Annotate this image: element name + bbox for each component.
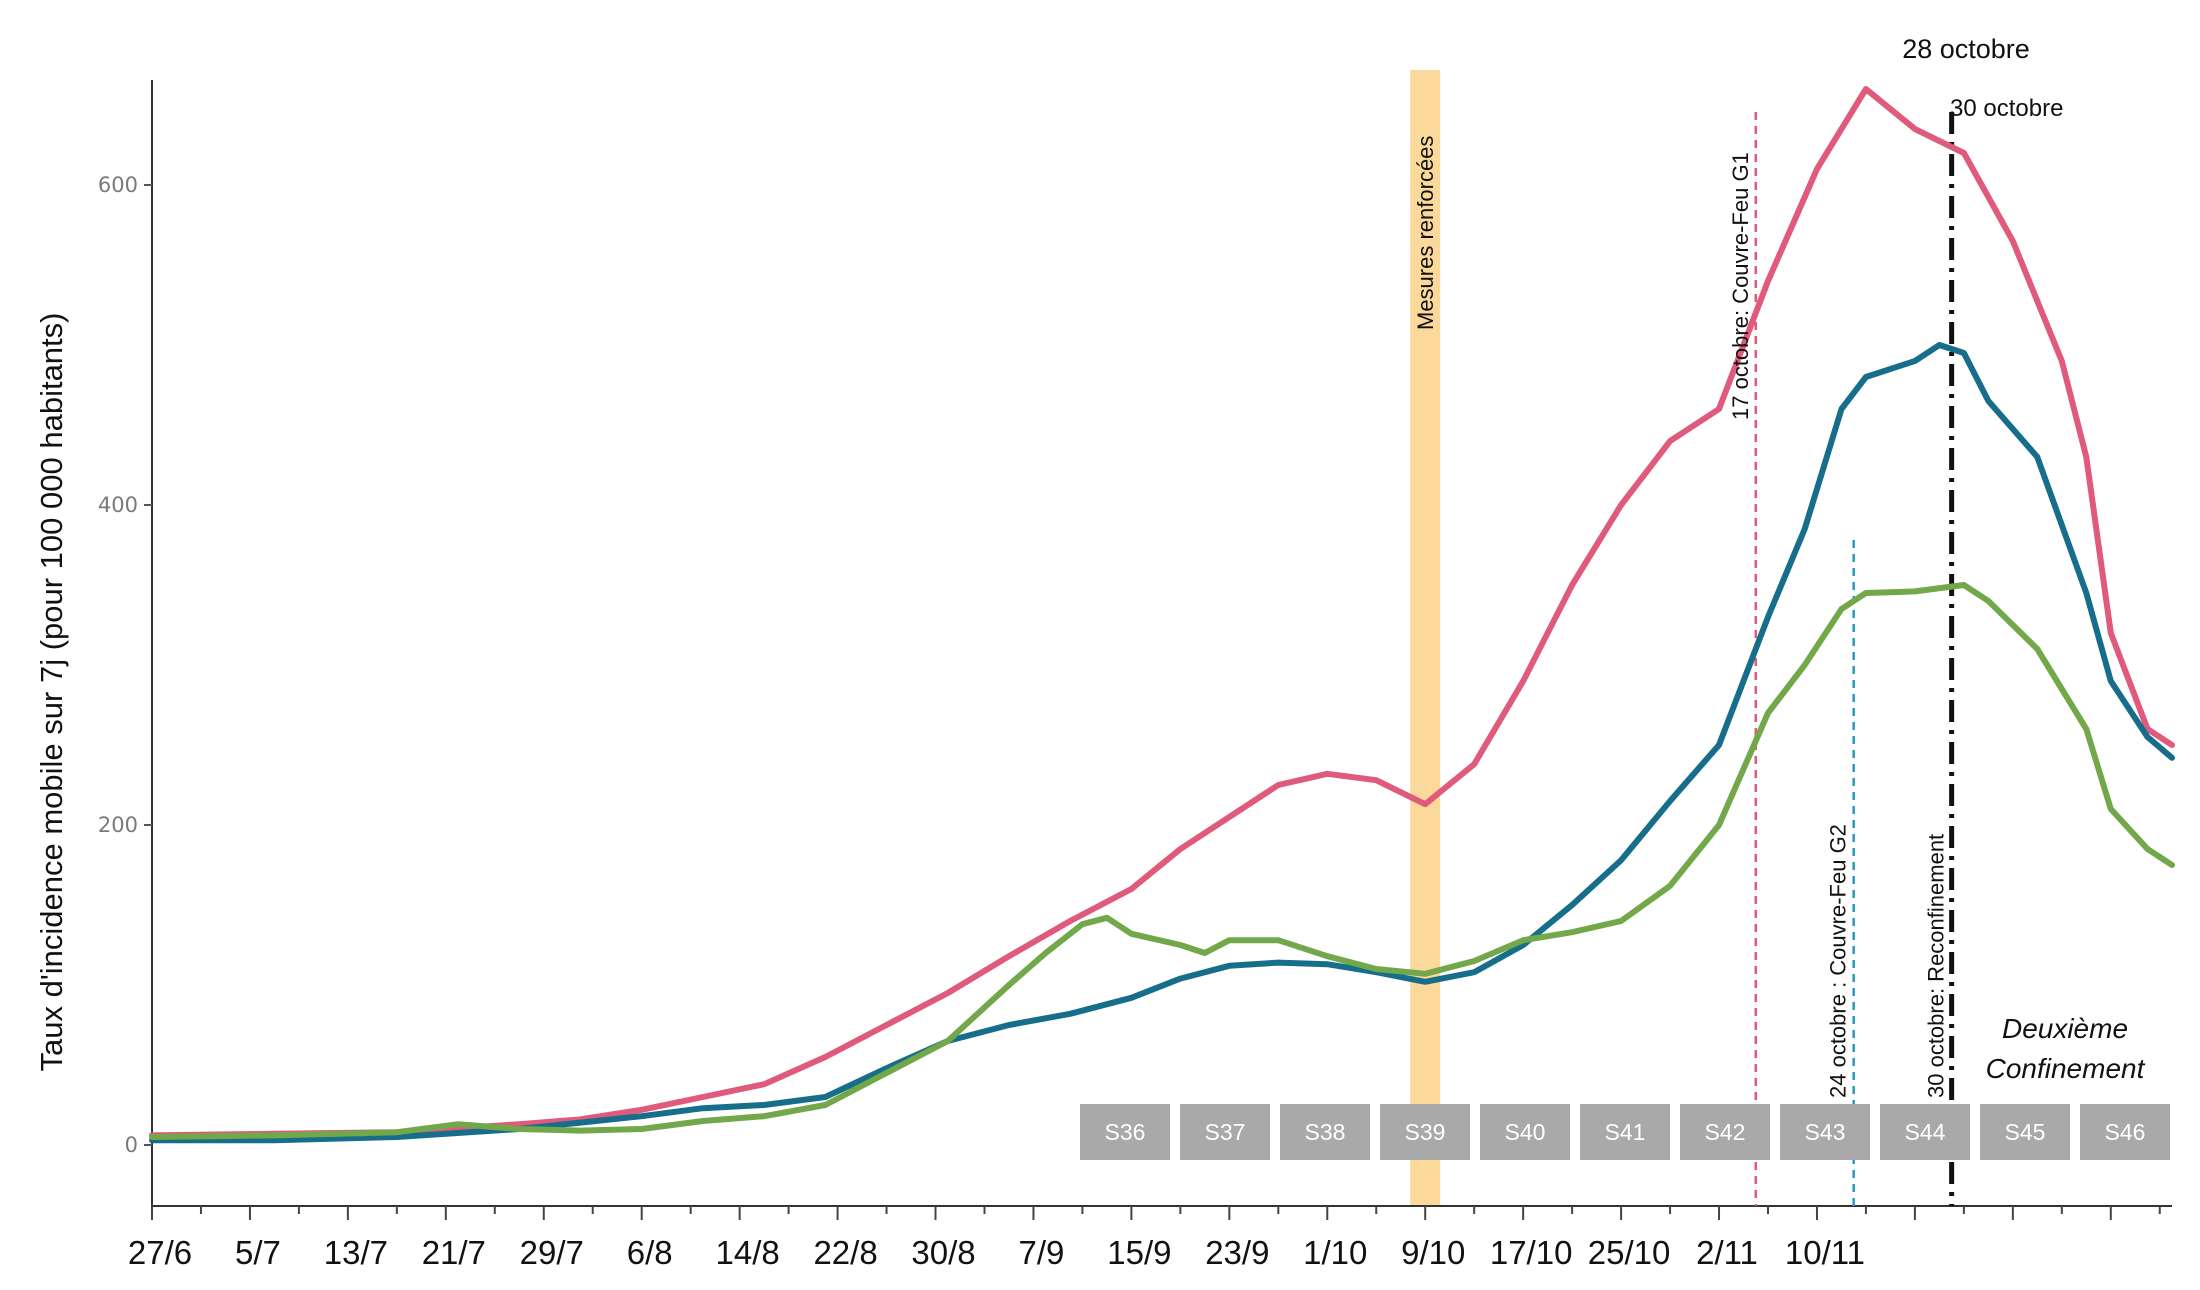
week-box (1380, 1104, 1470, 1160)
week-label: S37 (1205, 1119, 1246, 1145)
x-tick-label: 5/7 (235, 1234, 281, 1271)
week-label: S42 (1705, 1119, 1746, 1145)
week-label: S40 (1505, 1119, 1546, 1145)
series-group (149, 86, 2175, 1144)
week-label: S44 (1905, 1119, 1946, 1145)
x-tick-label: 30/8 (911, 1234, 975, 1271)
week-box (1880, 1104, 1970, 1160)
y-ticks: 0 200 400 600 (98, 173, 152, 1157)
x-tick-label: 27/6 (128, 1234, 192, 1271)
couvre-feu-g2-label: 24 octobre : Couvre-Feu G2 (1826, 824, 1851, 1098)
y-axis-label: Taux d'incidence mobile sur 7j (pour 100… (34, 313, 69, 1072)
week-box (2080, 1104, 2170, 1160)
x-tick-label: 7/9 (1019, 1234, 1065, 1271)
period-label-line1: Deuxième (2002, 1013, 2128, 1044)
week-boxes: S36 S37 S38 S39 S40 S41 S42 S43 S44 S45 S46 (1080, 1104, 2170, 1160)
x-tick-label: 10/11 (1785, 1234, 1865, 1271)
x-tick-label: 23/9 (1205, 1234, 1269, 1271)
y-tick-label: 200 (98, 813, 138, 837)
week-box (1180, 1104, 1270, 1160)
week-box (1780, 1104, 1870, 1160)
reconfinement-label: 30 octobre: Reconfinement (1924, 834, 1949, 1098)
x-tick-label: 25/10 (1588, 1234, 1671, 1271)
date-28-octobre-label: 28 octobre (1902, 34, 2030, 64)
week-box (1080, 1104, 1170, 1160)
week-label: S38 (1305, 1119, 1346, 1145)
week-label: S46 (2105, 1119, 2146, 1145)
x-tick-label: 21/7 (422, 1234, 486, 1271)
week-label: S43 (1805, 1119, 1846, 1145)
week-box (1480, 1104, 1570, 1160)
week-label: S39 (1405, 1119, 1446, 1145)
week-box (1280, 1104, 1370, 1160)
y-tick-label: 400 (98, 493, 138, 517)
x-tick-label: 13/7 (324, 1234, 388, 1271)
week-box (1680, 1104, 1770, 1160)
x-tick-label: 9/10 (1401, 1234, 1465, 1271)
x-tick-label: 22/8 (813, 1234, 877, 1271)
x-tick-label: 14/8 (716, 1234, 780, 1271)
y-tick-label: 0 (125, 1133, 138, 1157)
series-line-1 (149, 86, 2175, 1139)
y-tick-label: 600 (98, 173, 138, 197)
week-box (1580, 1104, 1670, 1160)
x-tick-label: 6/8 (627, 1234, 673, 1271)
week-label: S36 (1105, 1119, 1146, 1145)
x-tick-label: 2/11 (1696, 1234, 1758, 1271)
couvre-feu-g1-label: 17 octobre: Couvre-Feu G1 (1728, 152, 1753, 420)
x-tick-label: 15/9 (1107, 1234, 1171, 1271)
series-line-2 (149, 342, 2175, 1144)
week-box (1980, 1104, 2070, 1160)
mesures-renforcees-band (1410, 70, 1441, 1206)
x-tick-label: 29/7 (520, 1234, 584, 1271)
x-tick-label: 1/10 (1303, 1234, 1367, 1271)
mesures-renforcees-label: Mesures renforcées (1413, 136, 1438, 330)
x-tick-label: 17/10 (1490, 1234, 1573, 1271)
date-30-octobre-label: 30 octobre (1950, 95, 2063, 122)
week-label: S45 (2005, 1119, 2046, 1145)
week-label: S41 (1605, 1119, 1646, 1145)
x-ticks: 27/6 5/7 13/7 21/7 29/7 6/8 14/8 22/8 30/8 7/9 15/… (128, 1206, 2161, 1271)
period-label-line2: Confinement (1986, 1053, 2146, 1084)
series-line-3 (149, 582, 2175, 1140)
